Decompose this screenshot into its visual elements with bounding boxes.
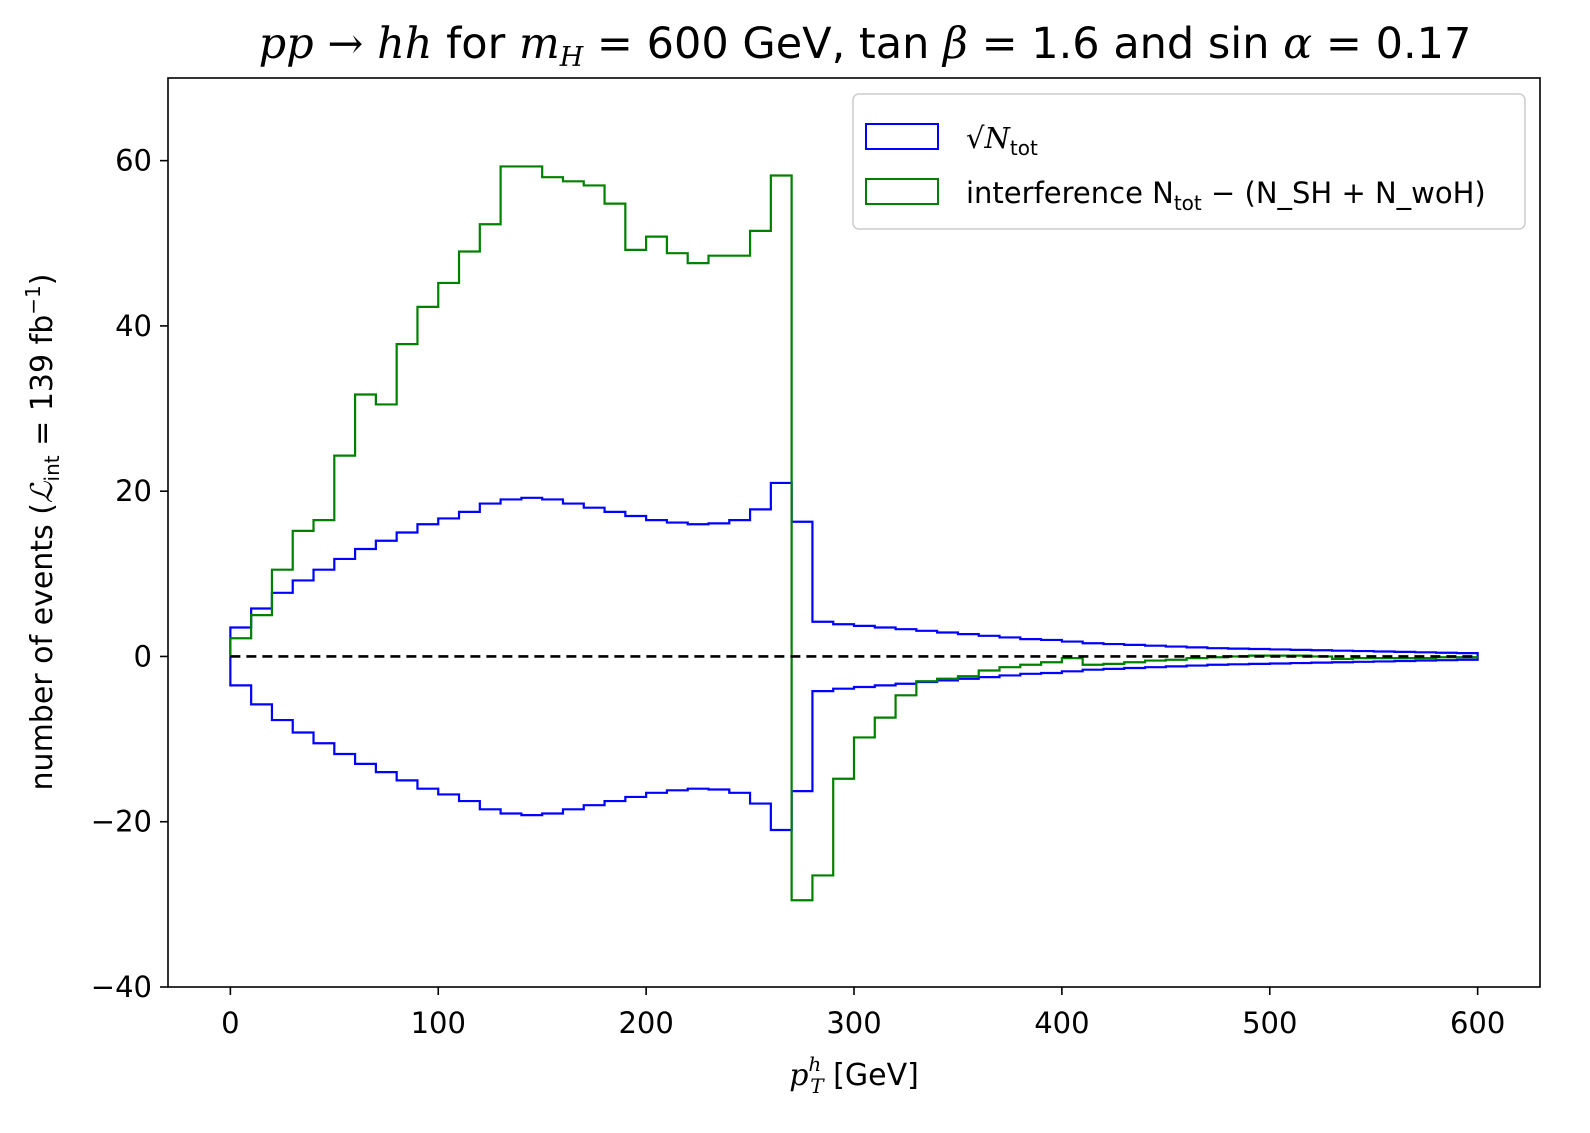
x-axis-label: ph T [GeV]: [789, 1052, 919, 1098]
legend-label-sqrt-ntot: √Ntot: [966, 121, 1038, 160]
x-axis-ticks: 0 100 200 300 400 500 600: [221, 987, 1505, 1040]
legend-frame: [852, 93, 1526, 230]
legend: √Ntot interference Ntot − (N_SH + N_woH): [852, 93, 1526, 230]
y-tick-label: 20: [115, 474, 152, 508]
legend-label-interference: interference Ntot − (N_SH + N_woH): [966, 176, 1486, 215]
x-tick-label: 0: [221, 1006, 239, 1040]
x-tick-label: 500: [1242, 1006, 1297, 1040]
y-tick-label: 60: [115, 144, 152, 178]
legend-swatch-sqrt-ntot: [865, 123, 939, 150]
x-tick-label: 200: [618, 1006, 673, 1040]
x-tick-label: 400: [1034, 1006, 1089, 1040]
y-tick-label: 0: [134, 639, 152, 673]
y-tick-label: −20: [91, 805, 152, 839]
y-tick-label: −40: [91, 970, 152, 1004]
y-axis-label: number of events (ℒint = 139 fb−1): [21, 274, 64, 791]
y-axis-ticks: −40 −20 0 20 40 60: [91, 144, 168, 1004]
x-tick-label: 100: [411, 1006, 466, 1040]
plot-area: [229, 165, 1479, 902]
series-sqrt-n-tot--upper: [229, 481, 1479, 657]
x-tick-label: 600: [1450, 1006, 1505, 1040]
series-sqrt-n-tot--lower: [229, 656, 1479, 832]
x-tick-label: 300: [826, 1006, 881, 1040]
legend-swatch-interference: [865, 178, 939, 205]
chart-title: pp → hh for mH = 600 GeV, tan β = 1.6 an…: [259, 19, 1472, 73]
y-tick-label: 40: [115, 309, 152, 343]
